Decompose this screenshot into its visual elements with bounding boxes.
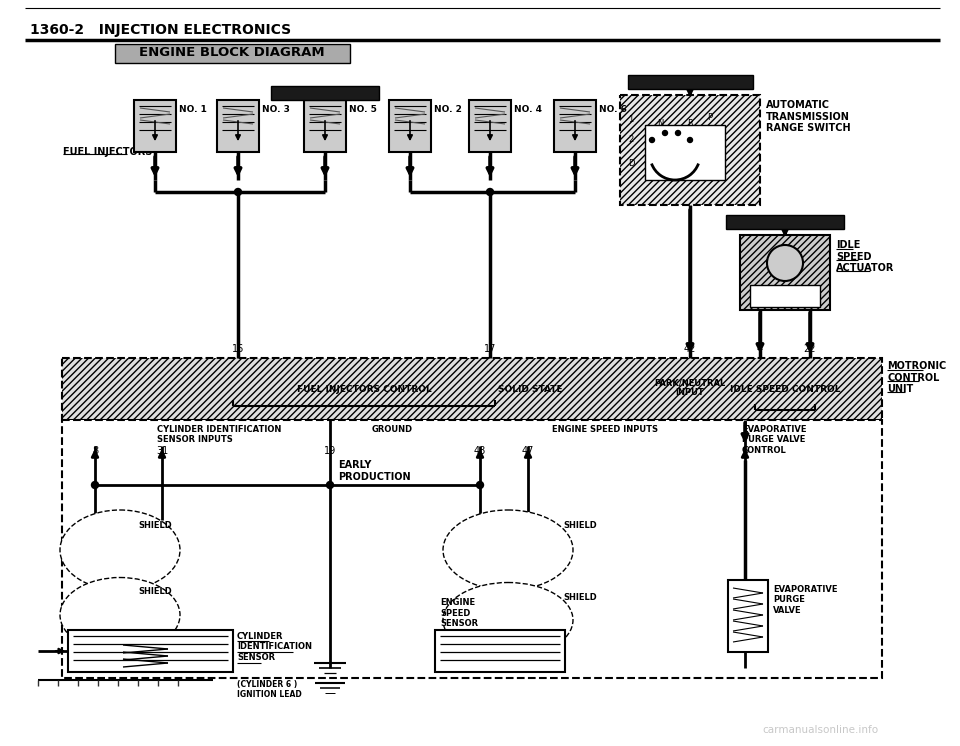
Polygon shape (750, 285, 820, 307)
Text: CYLINDER
IDENTIFICATION
SENSOR: CYLINDER IDENTIFICATION SENSOR (237, 632, 312, 662)
Text: M: M (780, 258, 790, 268)
Text: EVAPORATIVE
PURGE
VALVE: EVAPORATIVE PURGE VALVE (773, 585, 837, 615)
Text: ENGINE SPEED INPUTS: ENGINE SPEED INPUTS (552, 425, 658, 434)
Text: SHIELD: SHIELD (138, 521, 172, 530)
Circle shape (767, 245, 803, 281)
Bar (68, 630, 233, 672)
Text: FUEL INJECTORS CONTROL: FUEL INJECTORS CONTROL (297, 386, 431, 395)
Bar (728, 580, 768, 652)
Text: D: D (628, 158, 635, 168)
Circle shape (676, 131, 681, 136)
Bar (389, 100, 431, 152)
Ellipse shape (443, 583, 573, 657)
Text: NO. 4: NO. 4 (514, 105, 542, 114)
Text: GROUND: GROUND (372, 425, 413, 434)
Text: 47: 47 (522, 446, 534, 456)
Text: 8: 8 (92, 446, 98, 456)
Ellipse shape (60, 510, 180, 590)
Text: NO. 5: NO. 5 (349, 105, 377, 114)
Text: IDLE
SPEED
ACTUATOR: IDLE SPEED ACTUATOR (836, 240, 895, 273)
Bar (469, 100, 511, 152)
Text: R: R (687, 119, 693, 128)
Ellipse shape (443, 510, 573, 590)
Circle shape (687, 137, 692, 142)
Bar (740, 235, 830, 310)
Text: 22: 22 (804, 344, 816, 354)
Text: 16: 16 (232, 344, 244, 354)
Bar (62, 420, 882, 678)
Text: 48: 48 (474, 446, 486, 456)
Text: SOLID STATE: SOLID STATE (497, 386, 563, 395)
Bar (726, 215, 844, 229)
Circle shape (234, 189, 242, 195)
Text: EVAPORATIVE
PURGE VALVE
CONTROL: EVAPORATIVE PURGE VALVE CONTROL (742, 425, 806, 455)
Bar (134, 100, 176, 152)
Text: SHIELD: SHIELD (564, 521, 597, 530)
Text: 19: 19 (324, 446, 336, 456)
Bar (645, 125, 725, 180)
Ellipse shape (60, 577, 180, 653)
Bar (628, 75, 753, 89)
Text: SHIELD: SHIELD (564, 594, 597, 603)
Text: (CYLINDER 6 )
IGNITION LEAD: (CYLINDER 6 ) IGNITION LEAD (237, 680, 301, 700)
Text: 5: 5 (742, 446, 748, 456)
Bar (271, 86, 379, 100)
Text: 4: 4 (756, 344, 763, 354)
Text: HOT IN RUN OR START: HOT IN RUN OR START (642, 78, 738, 87)
Text: NO. 1: NO. 1 (179, 105, 206, 114)
Text: carmanualsonline.info: carmanualsonline.info (762, 725, 878, 735)
Text: 1360-2   INJECTION ELECTRONICS: 1360-2 INJECTION ELECTRONICS (30, 23, 291, 37)
Text: AUTOMATIC
TRANSMISSION
RANGE SWITCH: AUTOMATIC TRANSMISSION RANGE SWITCH (766, 100, 851, 134)
Bar (217, 100, 259, 152)
Text: SHIELD: SHIELD (138, 588, 172, 597)
Circle shape (91, 481, 99, 489)
Circle shape (487, 189, 493, 195)
Text: P: P (708, 113, 712, 122)
Circle shape (650, 137, 655, 142)
Bar (554, 100, 596, 152)
Text: IDLE SPEED CONTROL: IDLE SPEED CONTROL (730, 386, 840, 395)
Bar (435, 630, 565, 672)
Circle shape (326, 481, 333, 489)
Bar (304, 100, 346, 152)
Text: 42: 42 (684, 344, 696, 354)
Text: ENGINE BLOCK DIAGRAM: ENGINE BLOCK DIAGRAM (139, 46, 324, 60)
Text: CYLINDER IDENTIFICATION
SENSOR INPUTS: CYLINDER IDENTIFICATION SENSOR INPUTS (157, 425, 281, 445)
Text: NO. 3: NO. 3 (262, 105, 290, 114)
Text: HOT IN RUN OR START: HOT IN RUN OR START (276, 89, 373, 98)
Text: 2: 2 (628, 136, 634, 145)
Text: HOT IN RUN OR START: HOT IN RUN OR START (737, 218, 833, 227)
Text: NO. 2: NO. 2 (434, 105, 462, 114)
Text: PARK/NEUTRAL
INPUT: PARK/NEUTRAL INPUT (655, 378, 726, 398)
Text: EARLY
PRODUCTION: EARLY PRODUCTION (338, 460, 411, 482)
Bar (62, 358, 882, 420)
Circle shape (476, 481, 484, 489)
Text: MOTRONIC
CONTROL
UNIT: MOTRONIC CONTROL UNIT (887, 361, 947, 394)
Text: 31: 31 (156, 446, 168, 456)
Text: NO. 6: NO. 6 (599, 105, 627, 114)
Text: 17: 17 (484, 344, 496, 354)
Text: N: N (657, 119, 663, 128)
Text: 1: 1 (628, 116, 634, 125)
Text: FUEL INJECTORS: FUEL INJECTORS (63, 147, 153, 157)
Text: ENGINE
SPEED
SENSOR: ENGINE SPEED SENSOR (440, 598, 478, 628)
Circle shape (662, 131, 667, 136)
Bar (620, 95, 760, 205)
Bar (115, 44, 350, 63)
